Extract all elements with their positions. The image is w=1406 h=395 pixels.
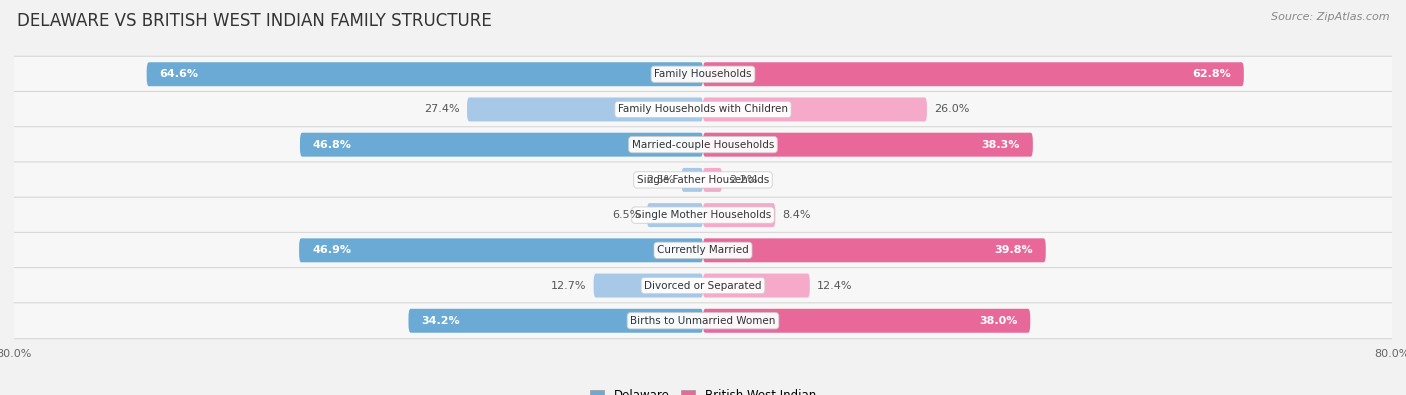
Text: 64.6%: 64.6% — [160, 69, 198, 79]
FancyBboxPatch shape — [703, 62, 1244, 86]
Text: Births to Unmarried Women: Births to Unmarried Women — [630, 316, 776, 326]
Text: DELAWARE VS BRITISH WEST INDIAN FAMILY STRUCTURE: DELAWARE VS BRITISH WEST INDIAN FAMILY S… — [17, 12, 492, 30]
FancyBboxPatch shape — [703, 203, 775, 227]
Text: Family Households with Children: Family Households with Children — [619, 104, 787, 115]
Text: 34.2%: 34.2% — [422, 316, 460, 326]
FancyBboxPatch shape — [703, 274, 810, 297]
Text: 62.8%: 62.8% — [1192, 69, 1230, 79]
Legend: Delaware, British West Indian: Delaware, British West Indian — [591, 389, 815, 395]
Text: 38.0%: 38.0% — [979, 316, 1018, 326]
FancyBboxPatch shape — [703, 309, 1031, 333]
Text: Currently Married: Currently Married — [657, 245, 749, 255]
FancyBboxPatch shape — [682, 168, 703, 192]
FancyBboxPatch shape — [10, 56, 1396, 92]
Text: 46.8%: 46.8% — [314, 140, 352, 150]
Text: 12.7%: 12.7% — [551, 280, 586, 291]
FancyBboxPatch shape — [299, 133, 703, 157]
FancyBboxPatch shape — [299, 238, 703, 262]
Text: 46.9%: 46.9% — [312, 245, 352, 255]
FancyBboxPatch shape — [703, 133, 1033, 157]
Text: 2.2%: 2.2% — [728, 175, 758, 185]
FancyBboxPatch shape — [703, 238, 1046, 262]
Text: 2.5%: 2.5% — [647, 175, 675, 185]
Text: 6.5%: 6.5% — [612, 210, 640, 220]
FancyBboxPatch shape — [10, 267, 1396, 303]
Text: 39.8%: 39.8% — [994, 245, 1033, 255]
FancyBboxPatch shape — [409, 309, 703, 333]
FancyBboxPatch shape — [10, 232, 1396, 268]
Text: 27.4%: 27.4% — [425, 104, 460, 115]
FancyBboxPatch shape — [10, 92, 1396, 128]
FancyBboxPatch shape — [703, 98, 927, 121]
Text: Source: ZipAtlas.com: Source: ZipAtlas.com — [1271, 12, 1389, 22]
Text: 38.3%: 38.3% — [981, 140, 1019, 150]
FancyBboxPatch shape — [593, 274, 703, 297]
Text: 26.0%: 26.0% — [934, 104, 969, 115]
Text: Married-couple Households: Married-couple Households — [631, 140, 775, 150]
Text: Single Father Households: Single Father Households — [637, 175, 769, 185]
FancyBboxPatch shape — [10, 162, 1396, 198]
FancyBboxPatch shape — [10, 127, 1396, 163]
Text: Divorced or Separated: Divorced or Separated — [644, 280, 762, 291]
FancyBboxPatch shape — [10, 197, 1396, 233]
Text: 8.4%: 8.4% — [782, 210, 811, 220]
FancyBboxPatch shape — [10, 303, 1396, 339]
FancyBboxPatch shape — [703, 168, 721, 192]
FancyBboxPatch shape — [647, 203, 703, 227]
FancyBboxPatch shape — [467, 98, 703, 121]
Text: Family Households: Family Households — [654, 69, 752, 79]
FancyBboxPatch shape — [146, 62, 703, 86]
Text: Single Mother Households: Single Mother Households — [636, 210, 770, 220]
Text: 12.4%: 12.4% — [817, 280, 852, 291]
